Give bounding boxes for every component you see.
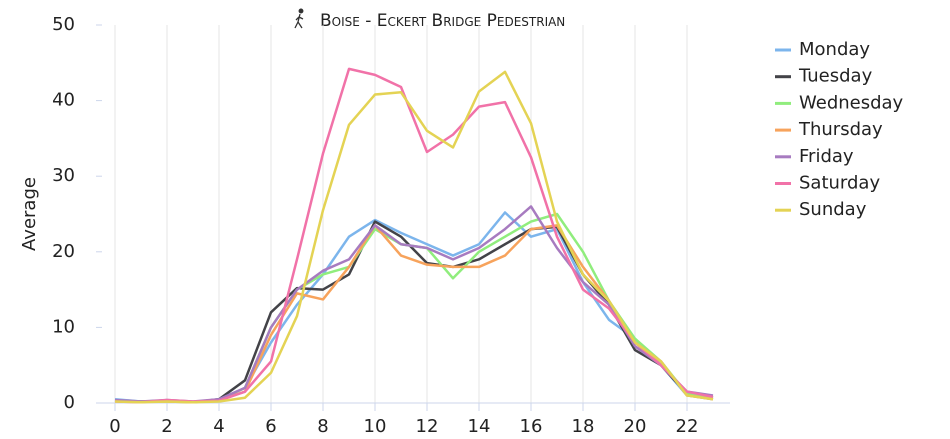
series-line [114, 220, 714, 404]
series-line [114, 67, 714, 404]
x-tick-label: 22 [676, 416, 699, 437]
x-tick-label: 16 [520, 416, 543, 437]
walker-icon [294, 8, 304, 29]
x-tick-label: 20 [624, 416, 647, 437]
legend-label: Wednesday [799, 92, 904, 113]
series-line [114, 205, 714, 403]
series-line [114, 224, 714, 404]
x-tick-label: 12 [416, 416, 439, 437]
y-tick-label: 0 [64, 392, 75, 413]
chart-title: Boise - Eckert Bridge Pedestrian [320, 11, 565, 31]
y-tick-label: 40 [52, 90, 75, 111]
y-tick-label: 30 [52, 165, 75, 186]
x-tick-label: 4 [213, 416, 224, 437]
x-tick-label: 8 [317, 416, 328, 437]
x-tick-label: 6 [265, 416, 276, 437]
legend-label: Saturday [799, 173, 880, 194]
legend-label: Friday [799, 146, 854, 167]
series-line [114, 212, 714, 404]
x-tick-label: 14 [468, 416, 491, 437]
y-tick-label: 20 [52, 241, 75, 262]
legend-label: Monday [799, 39, 870, 60]
x-tick-label: 0 [109, 416, 120, 437]
y-tick-label: 10 [52, 316, 75, 337]
x-tick-label: 18 [572, 416, 595, 437]
legend-label: Thursday [798, 119, 883, 140]
y-tick-label: 50 [52, 14, 75, 35]
series-line [114, 211, 714, 404]
series-line [114, 70, 714, 404]
legend-label: Tuesday [798, 66, 873, 87]
legend-label: Sunday [799, 199, 867, 220]
x-tick-label: 2 [161, 416, 172, 437]
y-axis-label: Average [19, 177, 40, 251]
x-tick-label: 10 [364, 416, 387, 437]
